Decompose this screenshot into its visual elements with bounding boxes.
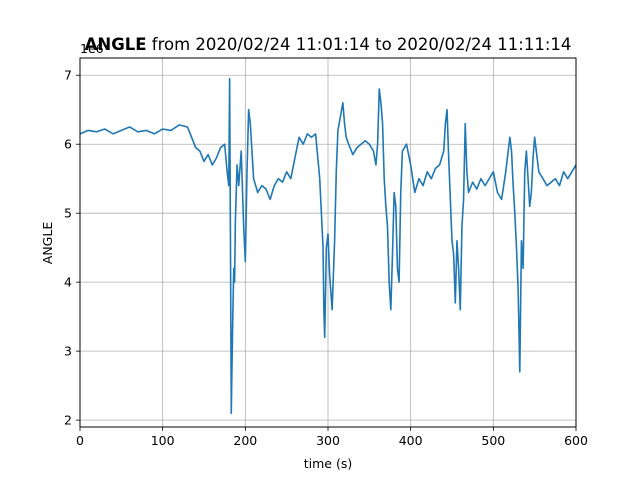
x-axis-label: time (s) [304,456,352,471]
x-tick-label: 300 [316,433,340,448]
x-tick-label: 100 [151,433,175,448]
chart-title-rest: from 2020/02/24 11:01:14 to 2020/02/24 1… [147,35,572,54]
series-layer [79,77,577,415]
y-axis-ticks: 2 3 4 5 6 7 [64,68,80,428]
x-tick-label: 0 [76,433,84,448]
y-tick-label: 2 [64,413,72,428]
series-line-0 [79,77,577,415]
y-tick-label: 7 [64,68,72,83]
x-tick-label: 600 [564,433,588,448]
x-tick-label: 500 [481,433,505,448]
y-tick-label: 6 [64,137,72,152]
gridlines [79,58,577,427]
chart-title: ANGLE from 2020/02/24 11:01:14 to 2020/0… [85,35,572,54]
y-offset-label: 1e6 [80,41,104,56]
x-axis-ticks: 0 100 200 300 400 500 600 [76,427,588,448]
x-tick-label: 400 [399,433,423,448]
y-tick-label: 3 [64,344,72,359]
chart-title-bold: ANGLE [85,35,147,54]
y-tick-label: 4 [64,275,72,290]
x-tick-label: 200 [233,433,257,448]
y-tick-label: 5 [64,206,72,221]
y-axis-label: ANGLE [40,222,55,265]
